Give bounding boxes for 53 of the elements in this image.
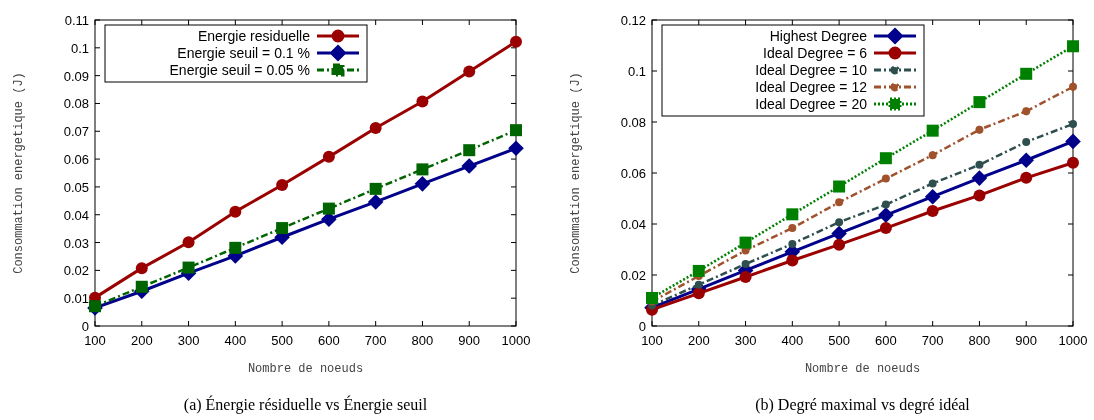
x-tick-label: 800 xyxy=(411,333,434,348)
y-tick-label: 0.05 xyxy=(63,179,89,195)
x-tick-label: 600 xyxy=(318,333,340,348)
x-tick-label: 700 xyxy=(364,333,387,348)
y-tick-label: 0.02 xyxy=(63,263,89,279)
legend-label: Energie residuelle xyxy=(197,28,311,44)
y-tick-label: 0.07 xyxy=(63,124,89,140)
y-tick-label: 0.08 xyxy=(63,96,89,112)
x-tick-label: 500 xyxy=(271,333,293,348)
y-tick-label: 0.02 xyxy=(620,268,646,283)
x-tick-label: 1000 xyxy=(1058,333,1088,348)
legend-label: Energie seuil = 0.1 % xyxy=(177,45,310,61)
x-tick-label: 900 xyxy=(458,333,481,348)
y-tick-label: 0 xyxy=(638,319,646,334)
x-tick-label: 400 xyxy=(224,333,247,348)
x-axis-title: Nombre de noeuds xyxy=(247,362,364,376)
x-tick-label: 1000 xyxy=(501,333,531,348)
y-axis-title: Consommation energetique (J) xyxy=(12,72,26,274)
x-tick-label: 400 xyxy=(781,333,804,348)
legend-label: Ideal Degree = 12 xyxy=(755,79,868,95)
x-tick-label: 500 xyxy=(828,333,850,348)
y-tick-label: 0.1 xyxy=(627,64,646,79)
x-tick-label: 300 xyxy=(177,333,200,348)
x-tick-label: 100 xyxy=(84,333,106,348)
y-tick-label: 0.09 xyxy=(63,68,89,84)
y-tick-label: 0.11 xyxy=(64,13,89,28)
y-tick-label: 0.08 xyxy=(620,115,646,130)
y-tick-label: 0.06 xyxy=(63,152,89,168)
y-tick-label: 0 xyxy=(81,319,89,334)
legend-label: Ideal Degree = 20 xyxy=(755,96,868,112)
y-tick-label: 0.01 xyxy=(63,291,89,307)
y-axis-title: Consommation energetique (J) xyxy=(569,72,583,274)
legend-label: Energie seuil = 0.05 % xyxy=(169,62,310,78)
text: (b) Degré maximal vs degré idéal xyxy=(755,396,971,414)
y-tick-label: 0.04 xyxy=(63,207,89,223)
legend-label: Ideal Degree = 10 xyxy=(755,62,868,78)
x-tick-label: 600 xyxy=(875,333,897,348)
x-tick-label: 300 xyxy=(734,333,757,348)
x-tick-label: 700 xyxy=(921,333,944,348)
y-tick-label: 0.12 xyxy=(620,13,646,28)
x-tick-label: 900 xyxy=(1015,333,1038,348)
x-tick-label: 200 xyxy=(687,333,710,348)
text: (a) Énergie résiduelle vs Énergie seuil xyxy=(183,395,428,414)
x-axis-title: Nombre de noeuds xyxy=(804,362,921,376)
x-tick-label: 100 xyxy=(641,333,663,348)
legend-label: Highest Degree xyxy=(769,28,868,44)
legend-label: Ideal Degree = 6 xyxy=(763,45,868,61)
x-tick-label: 800 xyxy=(968,333,991,348)
y-tick-label: 0.06 xyxy=(620,166,646,181)
y-tick-label: 0.03 xyxy=(63,235,89,251)
y-tick-label: 0.1 xyxy=(70,40,89,56)
y-tick-label: 0.04 xyxy=(620,217,646,232)
x-tick-label: 200 xyxy=(130,333,153,348)
